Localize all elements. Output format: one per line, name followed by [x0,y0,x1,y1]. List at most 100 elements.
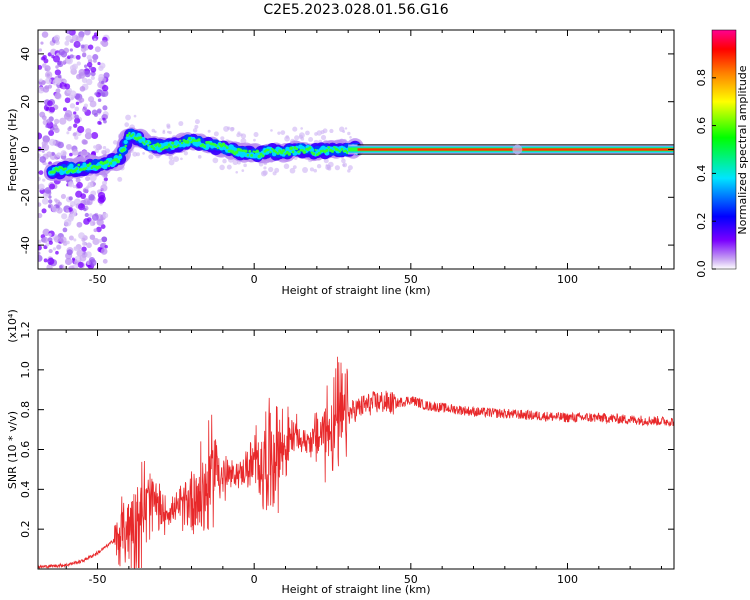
spectrogram-cell [165,145,169,149]
spectrogram-cell [305,130,310,136]
spectrogram-cell [82,107,88,113]
spectrogram-cell [168,159,175,166]
spectrogram-cell [48,199,53,204]
spectrogram-cell [342,130,346,133]
spectrogram-cell [122,147,126,152]
spectrogram-cell [73,238,77,242]
x-tick-label: 100 [557,273,578,286]
spectrogram-cell [236,133,241,138]
spectrogram-cell [327,146,331,149]
spectrogram-cell [44,187,52,194]
spectrogram-cell [271,147,274,151]
spectrogram-cell [76,181,83,189]
spectrogram-cell [112,140,118,145]
spectrogram-cell [39,156,47,163]
spectrogram-cell [38,245,42,251]
spectrogram-cell [226,126,231,130]
spectrogram-cell [55,88,61,94]
snr-y-scale-label: (x10⁴) [6,309,19,343]
spectrogram-cell [43,258,48,263]
spectrogram-cell [85,176,91,182]
spectrogram-cell [48,138,57,146]
spectrogram-cell [270,129,273,132]
spectrogram-cell [295,147,299,151]
spectrogram-cell [124,144,127,148]
spectrogram-cell [274,151,278,154]
spectrogram-cell [160,148,163,151]
spectrogram-cell [86,163,90,168]
spectrogram-cell [80,149,89,158]
colorbar: 0.0 0.2 0.4 0.6 0.8 Normalized spectral ampl… [695,29,749,278]
x-tick-label: 0 [251,273,258,286]
spectrogram-cell [241,169,245,172]
spectrogram-cell [92,238,100,246]
spectrogram-cell [85,251,92,258]
spectrogram-cell [38,153,41,159]
spectrogram-cell [259,152,263,156]
spectrogram-cell [97,76,103,82]
spectrogram-cell [38,202,42,207]
spectrogram-cell [166,123,171,128]
spectrogram-cell [40,41,44,45]
y-tick-label: -40 [19,236,32,254]
spectrogram-cell [89,100,97,108]
spectrogram-cell [98,194,106,203]
x-tick-label: 100 [557,573,578,586]
spectrogram-cell [62,227,68,233]
spectrogram-cell [289,146,293,151]
spectrogram-cell [123,139,128,145]
spectrogram-cell [75,177,81,183]
spectrogram-cell [192,128,198,133]
spectrogram-cell [71,257,76,261]
spectrogram-cell [79,97,85,103]
spectrogram-cell [44,137,49,142]
colorbar-ticks: 0.0 0.2 0.4 0.6 0.8 [695,69,716,278]
spectrogram-cell [46,151,53,158]
y-tick-label: 0.6 [19,441,32,459]
spectrogram-cell [180,141,184,145]
spectrogram-cell [76,221,83,228]
spectrogram-cell [226,164,232,170]
spectrogram-cell [42,192,50,199]
spectrogram-cell [221,142,226,147]
spectrogram-cell [75,167,79,171]
spectrogram-cell [96,226,102,233]
spectrogram-cell [60,150,67,157]
spectrogram-cell [255,149,259,153]
spectrogram-cell [102,258,108,264]
spectrogram-cell [342,163,346,167]
spectrogram-cell [96,218,104,226]
spectrogram-cell [41,197,49,205]
spectrogram-cell [38,64,43,70]
spectrogram-cell [45,77,52,85]
spectrogram-cell [263,166,267,170]
spectrogram-cell [41,31,49,38]
spectrogram-cell [100,247,108,255]
spectrogram-cell [248,149,252,153]
spectrogram-cell [74,106,80,112]
spectrogram-cell [57,141,64,149]
spectrogram-cell [38,176,41,182]
spectrogram-cell [141,141,144,144]
spectrogram-cell [103,119,107,124]
spectrogram-cell [109,161,113,165]
spectrogram-cell [188,136,192,141]
spectrogram-cell [89,234,96,240]
spectrogram-cell [42,228,50,237]
spectrogram-cell [214,144,218,147]
spectrogram-cell [41,208,47,214]
spectrogram-cell [344,149,348,153]
spectrogram-cell [261,154,265,158]
snr-ticks: -50 0 50 100 0.2 0.4 0.6 0.8 1.0 1.2 [19,321,674,586]
colorbar-tick-label: 0.6 [695,117,708,135]
spectrogram-cell [162,129,166,133]
spectrogram-cell [102,212,109,219]
spectrogram-cell [66,131,70,135]
spectrogram-cell [62,107,67,112]
spectrogram-cell [167,130,170,134]
spectrogram-cell [190,140,193,144]
spectrogram-cell [88,162,92,165]
spectrogram-cell [88,213,93,217]
spectrogram-cell [55,40,60,46]
spectrogram-cell [336,149,340,152]
